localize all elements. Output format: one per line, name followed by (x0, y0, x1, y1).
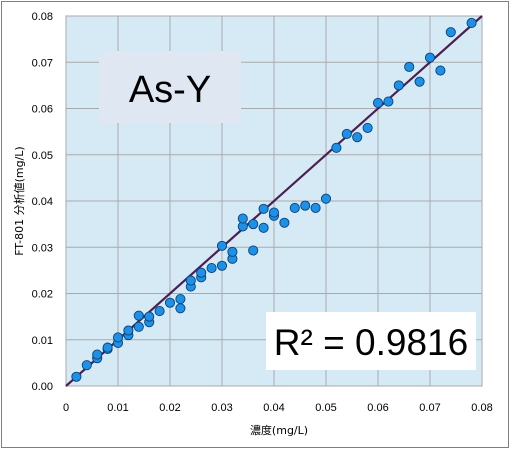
title-box (99, 51, 241, 123)
x-tick-label: 0.07 (419, 402, 440, 414)
x-tick-label: 0.01 (107, 402, 128, 414)
r2-box (266, 312, 476, 370)
chart-title: As-Y (129, 69, 211, 111)
data-point (300, 200, 311, 211)
data-point (248, 219, 259, 230)
data-point (435, 65, 446, 76)
x-tick-label: 0.05 (315, 402, 336, 414)
data-point (216, 240, 228, 251)
y-tick-label: 0.00 (32, 381, 53, 393)
data-points (71, 17, 477, 382)
x-tick-label: 0.06 (367, 402, 388, 414)
x-tick-label: 0.02 (159, 402, 180, 414)
data-point (445, 27, 456, 38)
data-point (216, 260, 228, 271)
y-tick-label: 0.06 (32, 104, 53, 116)
data-point (258, 203, 269, 214)
data-point (102, 342, 113, 353)
data-point (268, 207, 280, 218)
data-point (279, 217, 290, 228)
data-point (227, 246, 238, 257)
data-point (393, 80, 404, 91)
data-point (258, 222, 269, 233)
data-point (175, 303, 186, 314)
data-point (206, 263, 217, 274)
data-point (196, 267, 207, 278)
data-point (289, 202, 300, 213)
data-point (331, 142, 342, 153)
x-tick-label: 0.03 (211, 402, 232, 414)
data-point (154, 306, 165, 317)
data-point (133, 321, 144, 332)
data-point (175, 293, 186, 305)
r2-annotation: R² = 0.9816 (274, 322, 468, 363)
data-point (424, 52, 436, 63)
x-axis-label: 濃度(mg/L) (250, 423, 308, 437)
data-point (248, 245, 259, 256)
data-point (237, 213, 248, 224)
y-tick-label: 0.02 (32, 289, 53, 301)
x-tick-label: 0.04 (263, 402, 284, 414)
data-point (372, 97, 384, 108)
data-point (164, 297, 176, 308)
data-point (352, 132, 363, 143)
data-point (133, 310, 144, 321)
data-point (310, 202, 321, 213)
data-point (92, 349, 103, 360)
data-point (320, 193, 332, 204)
x-tick-label: 0.08 (471, 402, 492, 414)
data-point (112, 332, 124, 343)
y-tick-label: 0.03 (32, 242, 53, 254)
data-point (466, 17, 477, 28)
y-tick-label: 0.07 (32, 57, 53, 69)
data-point (144, 311, 155, 322)
data-point (362, 122, 373, 133)
x-tick-labels: 0 0.01 0.02 0.03 0.04 0.05 0.06 0.07 0.08 (63, 402, 493, 414)
data-point (123, 325, 134, 336)
y-axis-label: FT-801 分析値(mg/L) (12, 146, 26, 255)
data-point (81, 360, 92, 371)
y-tick-label: 0.08 (32, 11, 53, 23)
y-tick-labels: 0.00 0.01 0.02 0.03 0.04 0.05 0.06 0.07 0.08 (32, 11, 53, 393)
data-point (414, 76, 425, 87)
data-point (383, 96, 394, 107)
data-point (71, 371, 82, 382)
y-tick-label: 0.01 (32, 335, 53, 347)
data-point (404, 61, 415, 72)
data-point (185, 275, 196, 286)
y-tick-label: 0.04 (32, 196, 53, 208)
y-tick-label: 0.05 (32, 150, 53, 162)
data-point (341, 128, 352, 139)
x-tick-label: 0 (63, 402, 69, 414)
